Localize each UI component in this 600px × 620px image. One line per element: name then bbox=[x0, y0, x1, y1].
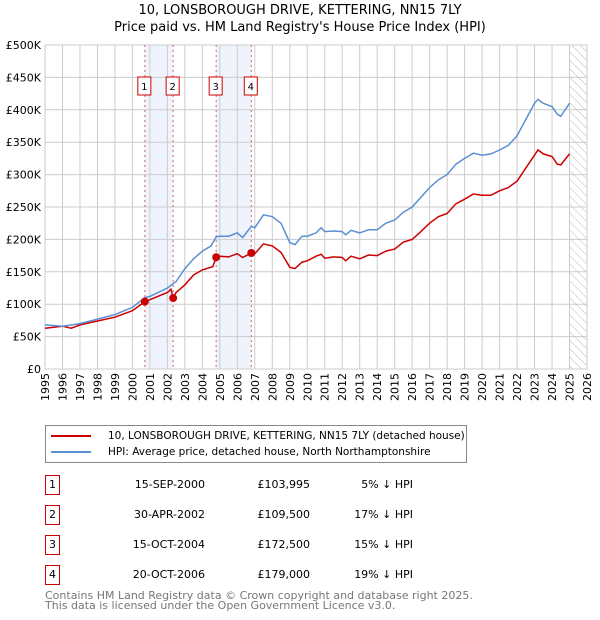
blue-line-swatch bbox=[51, 451, 91, 453]
x-tick-label: 1997 bbox=[74, 373, 87, 401]
x-tick-label: 2006 bbox=[231, 373, 244, 401]
sale-badge-label: 3 bbox=[212, 82, 218, 93]
footer-licence: This data is licensed under the Open Gov… bbox=[45, 599, 396, 612]
sale-row: 1 15-SEP-2000 £103,995 5% ↓ HPI bbox=[45, 475, 465, 495]
sale-price: £179,000 bbox=[257, 568, 311, 581]
x-tick-label: 1995 bbox=[39, 373, 52, 401]
x-tick-label: 2000 bbox=[126, 373, 139, 401]
sale-badge bbox=[137, 76, 152, 96]
sale-number-badge: 4 bbox=[45, 565, 60, 585]
sale-number-badge: 3 bbox=[45, 535, 60, 555]
sale-date: 15-SEP-2000 bbox=[134, 478, 205, 491]
x-tick-label: 2004 bbox=[196, 373, 209, 401]
x-tick-label: 1996 bbox=[56, 373, 69, 401]
x-tick-label: 2014 bbox=[371, 373, 384, 401]
sale-price: £172,500 bbox=[257, 538, 311, 551]
legend-label: HPI: Average price, detached house, Nort… bbox=[108, 446, 431, 458]
sale-date: 30-APR-2002 bbox=[133, 508, 205, 521]
x-tick-label: 2013 bbox=[354, 373, 367, 401]
y-tick-label: £200K bbox=[6, 233, 42, 246]
x-tick-label: 1999 bbox=[109, 373, 122, 401]
plot-frame bbox=[44, 44, 588, 370]
x-tick-label: 2007 bbox=[249, 373, 262, 401]
sale-number-badge: 1 bbox=[45, 475, 60, 495]
y-tick-label: £500K bbox=[6, 39, 42, 52]
forecast-hatch bbox=[569, 45, 587, 369]
sale-price: £109,500 bbox=[257, 508, 311, 521]
x-tick-label: 2011 bbox=[319, 373, 332, 401]
x-tick-label: 2015 bbox=[389, 373, 402, 401]
x-tick-label: 2020 bbox=[476, 373, 489, 401]
x-tick-label: 2017 bbox=[424, 373, 437, 401]
y-tick-label: £400K bbox=[6, 104, 42, 117]
sale-hpi-diff: 19% ↓ HPI bbox=[354, 568, 413, 581]
y-tick-label: £450K bbox=[6, 71, 42, 84]
sale-date: 15-OCT-2004 bbox=[132, 538, 205, 551]
sale-point bbox=[140, 297, 149, 306]
x-tick-label: 2018 bbox=[441, 373, 454, 401]
price-chart: 1995 1996 1997 1998 1999 2000 2001 2002 2003 2004… bbox=[6, 39, 594, 401]
sale-point bbox=[169, 294, 178, 303]
sale-date: 20-OCT-2006 bbox=[132, 568, 205, 581]
x-tick-label: 2001 bbox=[144, 373, 157, 401]
sale-row: 3 15-OCT-2004 £172,500 15% ↓ HPI bbox=[45, 535, 465, 555]
y-tick-label: £0 bbox=[27, 363, 41, 376]
x-tick-label: 2024 bbox=[546, 373, 559, 401]
x-tick-label: 1998 bbox=[91, 373, 104, 401]
x-tick-label: 2025 bbox=[564, 373, 577, 401]
legend-item-hpi: HPI: Average price, detached house, Nort… bbox=[46, 444, 431, 460]
x-tick-label: 2012 bbox=[336, 373, 349, 401]
y-tick-label: £50K bbox=[13, 331, 42, 344]
x-tick-label: 2002 bbox=[161, 373, 174, 401]
sale-badge-label: 1 bbox=[141, 82, 147, 93]
x-tick-label: 2026 bbox=[581, 373, 594, 401]
sale-badge bbox=[243, 76, 258, 96]
sale-badge-label: 4 bbox=[248, 82, 254, 93]
legend-item-property: 10, LONSBOROUGH DRIVE, KETTERING, NN15 7… bbox=[46, 428, 465, 444]
hpi-series-line bbox=[44, 98, 571, 327]
footer-copyright: Contains HM Land Registry data © Crown c… bbox=[45, 589, 473, 602]
x-tick-label: 2022 bbox=[511, 373, 524, 401]
x-tick-label: 2023 bbox=[529, 373, 542, 401]
x-tick-label: 2019 bbox=[459, 373, 472, 401]
y-tick-label: £250K bbox=[6, 201, 42, 214]
sale-hpi-diff: 5% ↓ HPI bbox=[361, 478, 413, 491]
chart-title: 10, LONSBOROUGH DRIVE, KETTERING, NN15 7… bbox=[138, 3, 462, 18]
footer: Contains HM Land Registry data © Crown c… bbox=[45, 589, 473, 612]
x-tick-label: 2005 bbox=[214, 373, 227, 401]
x-tick-label: 2021 bbox=[494, 373, 507, 401]
x-tick-label: 2009 bbox=[284, 373, 297, 401]
y-tick-label: £100K bbox=[6, 298, 42, 311]
sale-number-badge: 2 bbox=[45, 505, 60, 525]
x-tick-label: 2010 bbox=[301, 373, 314, 401]
legend-label: 10, LONSBOROUGH DRIVE, KETTERING, NN15 7… bbox=[108, 430, 465, 442]
sale-badge bbox=[208, 76, 223, 96]
sale-point bbox=[247, 249, 256, 258]
red-line-swatch bbox=[51, 435, 91, 437]
x-tick-label: 2008 bbox=[266, 373, 279, 401]
chart-subtitle: Price paid vs. HM Land Registry's House … bbox=[114, 20, 486, 35]
sale-row: 2 30-APR-2002 £109,500 17% ↓ HPI bbox=[45, 505, 465, 525]
sale-point bbox=[212, 253, 221, 262]
y-tick-label: £300K bbox=[6, 169, 42, 182]
sale-hpi-diff: 15% ↓ HPI bbox=[354, 538, 413, 551]
y-tick-label: £350K bbox=[6, 136, 42, 149]
sale-badge-label: 2 bbox=[169, 82, 175, 93]
sale-row: 4 20-OCT-2006 £179,000 19% ↓ HPI bbox=[45, 565, 465, 585]
x-tick-label: 2016 bbox=[406, 373, 419, 401]
sale-hpi-diff: 17% ↓ HPI bbox=[354, 508, 413, 521]
x-tick-label: 2003 bbox=[179, 373, 192, 401]
y-tick-label: £150K bbox=[6, 266, 42, 279]
legend: 10, LONSBOROUGH DRIVE, KETTERING, NN15 7… bbox=[45, 425, 467, 463]
sale-badge bbox=[165, 76, 180, 96]
sale-price: £103,995 bbox=[257, 478, 311, 491]
